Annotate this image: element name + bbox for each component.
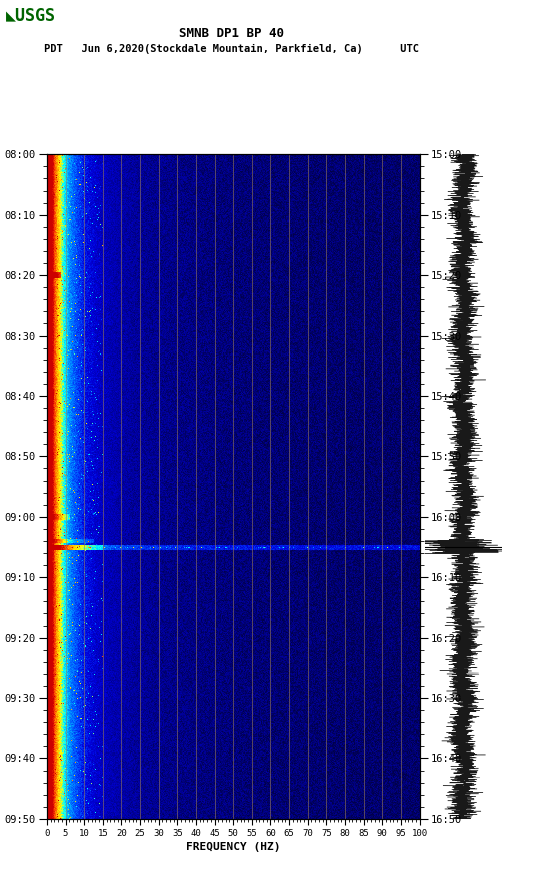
Text: PDT   Jun 6,2020(Stockdale Mountain, Parkfield, Ca)      UTC: PDT Jun 6,2020(Stockdale Mountain, Parkf… <box>44 44 420 54</box>
Text: SMNB DP1 BP 40: SMNB DP1 BP 40 <box>179 28 284 40</box>
Text: ◣USGS: ◣USGS <box>6 6 56 25</box>
X-axis label: FREQUENCY (HZ): FREQUENCY (HZ) <box>186 842 280 853</box>
